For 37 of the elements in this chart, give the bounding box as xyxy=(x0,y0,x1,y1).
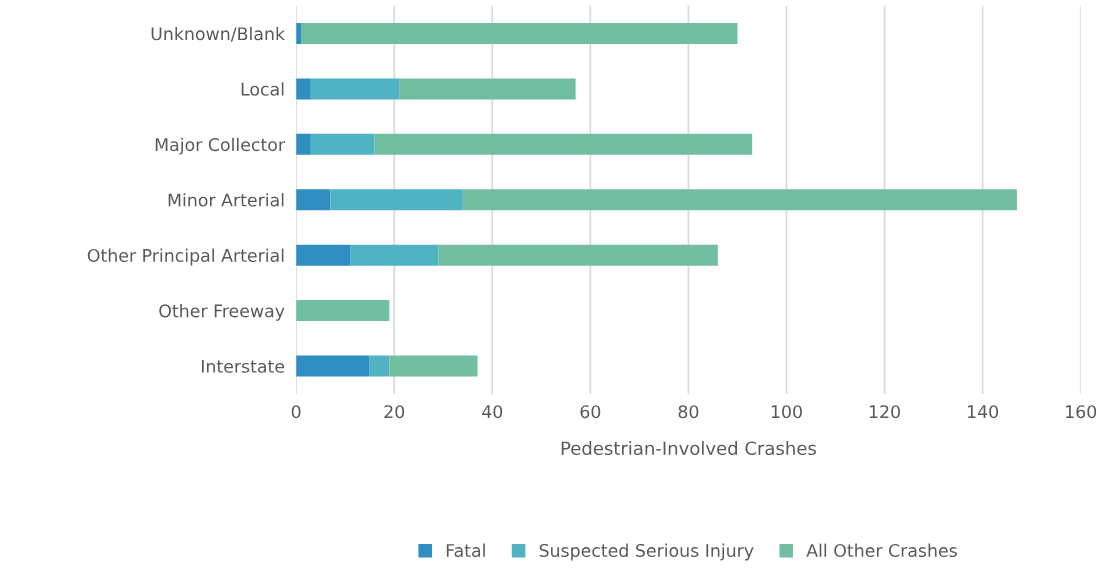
bar xyxy=(438,244,718,266)
legend-label: Fatal xyxy=(446,543,485,558)
bar xyxy=(301,22,738,45)
bar xyxy=(399,78,576,100)
y-tick-label: Local xyxy=(241,82,284,96)
legend-label: All Other Crashes xyxy=(806,543,957,558)
bar xyxy=(296,300,390,322)
bar xyxy=(296,133,311,155)
bar xyxy=(374,133,753,155)
bar xyxy=(296,244,351,266)
bar xyxy=(296,78,311,100)
y-tick-label: Other Freeway xyxy=(159,304,285,321)
y-tick-label: Interstate xyxy=(202,359,285,373)
x-tick-label: 80 xyxy=(678,405,699,419)
y-tick-label: Minor Arterial xyxy=(168,193,284,207)
x-tick-label: 0 xyxy=(291,405,301,419)
bar xyxy=(296,189,331,211)
x-tick-label: 60 xyxy=(580,405,601,419)
bar xyxy=(296,355,370,377)
y-tick-label: Other Principal Arterial xyxy=(87,248,284,266)
bar xyxy=(310,78,400,100)
x-tick-label: 160 xyxy=(1066,405,1097,419)
y-tick-label: Unknown/Blank xyxy=(151,26,285,42)
x-axis-title: Pedestrian-Involved Crashes xyxy=(561,441,816,456)
bar xyxy=(310,133,375,155)
x-tick-label: 20 xyxy=(384,405,405,419)
bar xyxy=(350,244,439,266)
x-tick-label: 40 xyxy=(482,405,503,419)
x-tick-label: 120 xyxy=(869,405,900,419)
bar xyxy=(330,189,463,211)
legend-label: Suspected Serious Injury xyxy=(539,543,754,561)
bar xyxy=(369,355,390,377)
bar xyxy=(462,189,1017,211)
y-tick-label: Major Collector xyxy=(155,137,286,155)
bar xyxy=(389,355,478,377)
x-tick-label: 140 xyxy=(967,405,999,419)
x-tick-label: 100 xyxy=(771,405,802,419)
